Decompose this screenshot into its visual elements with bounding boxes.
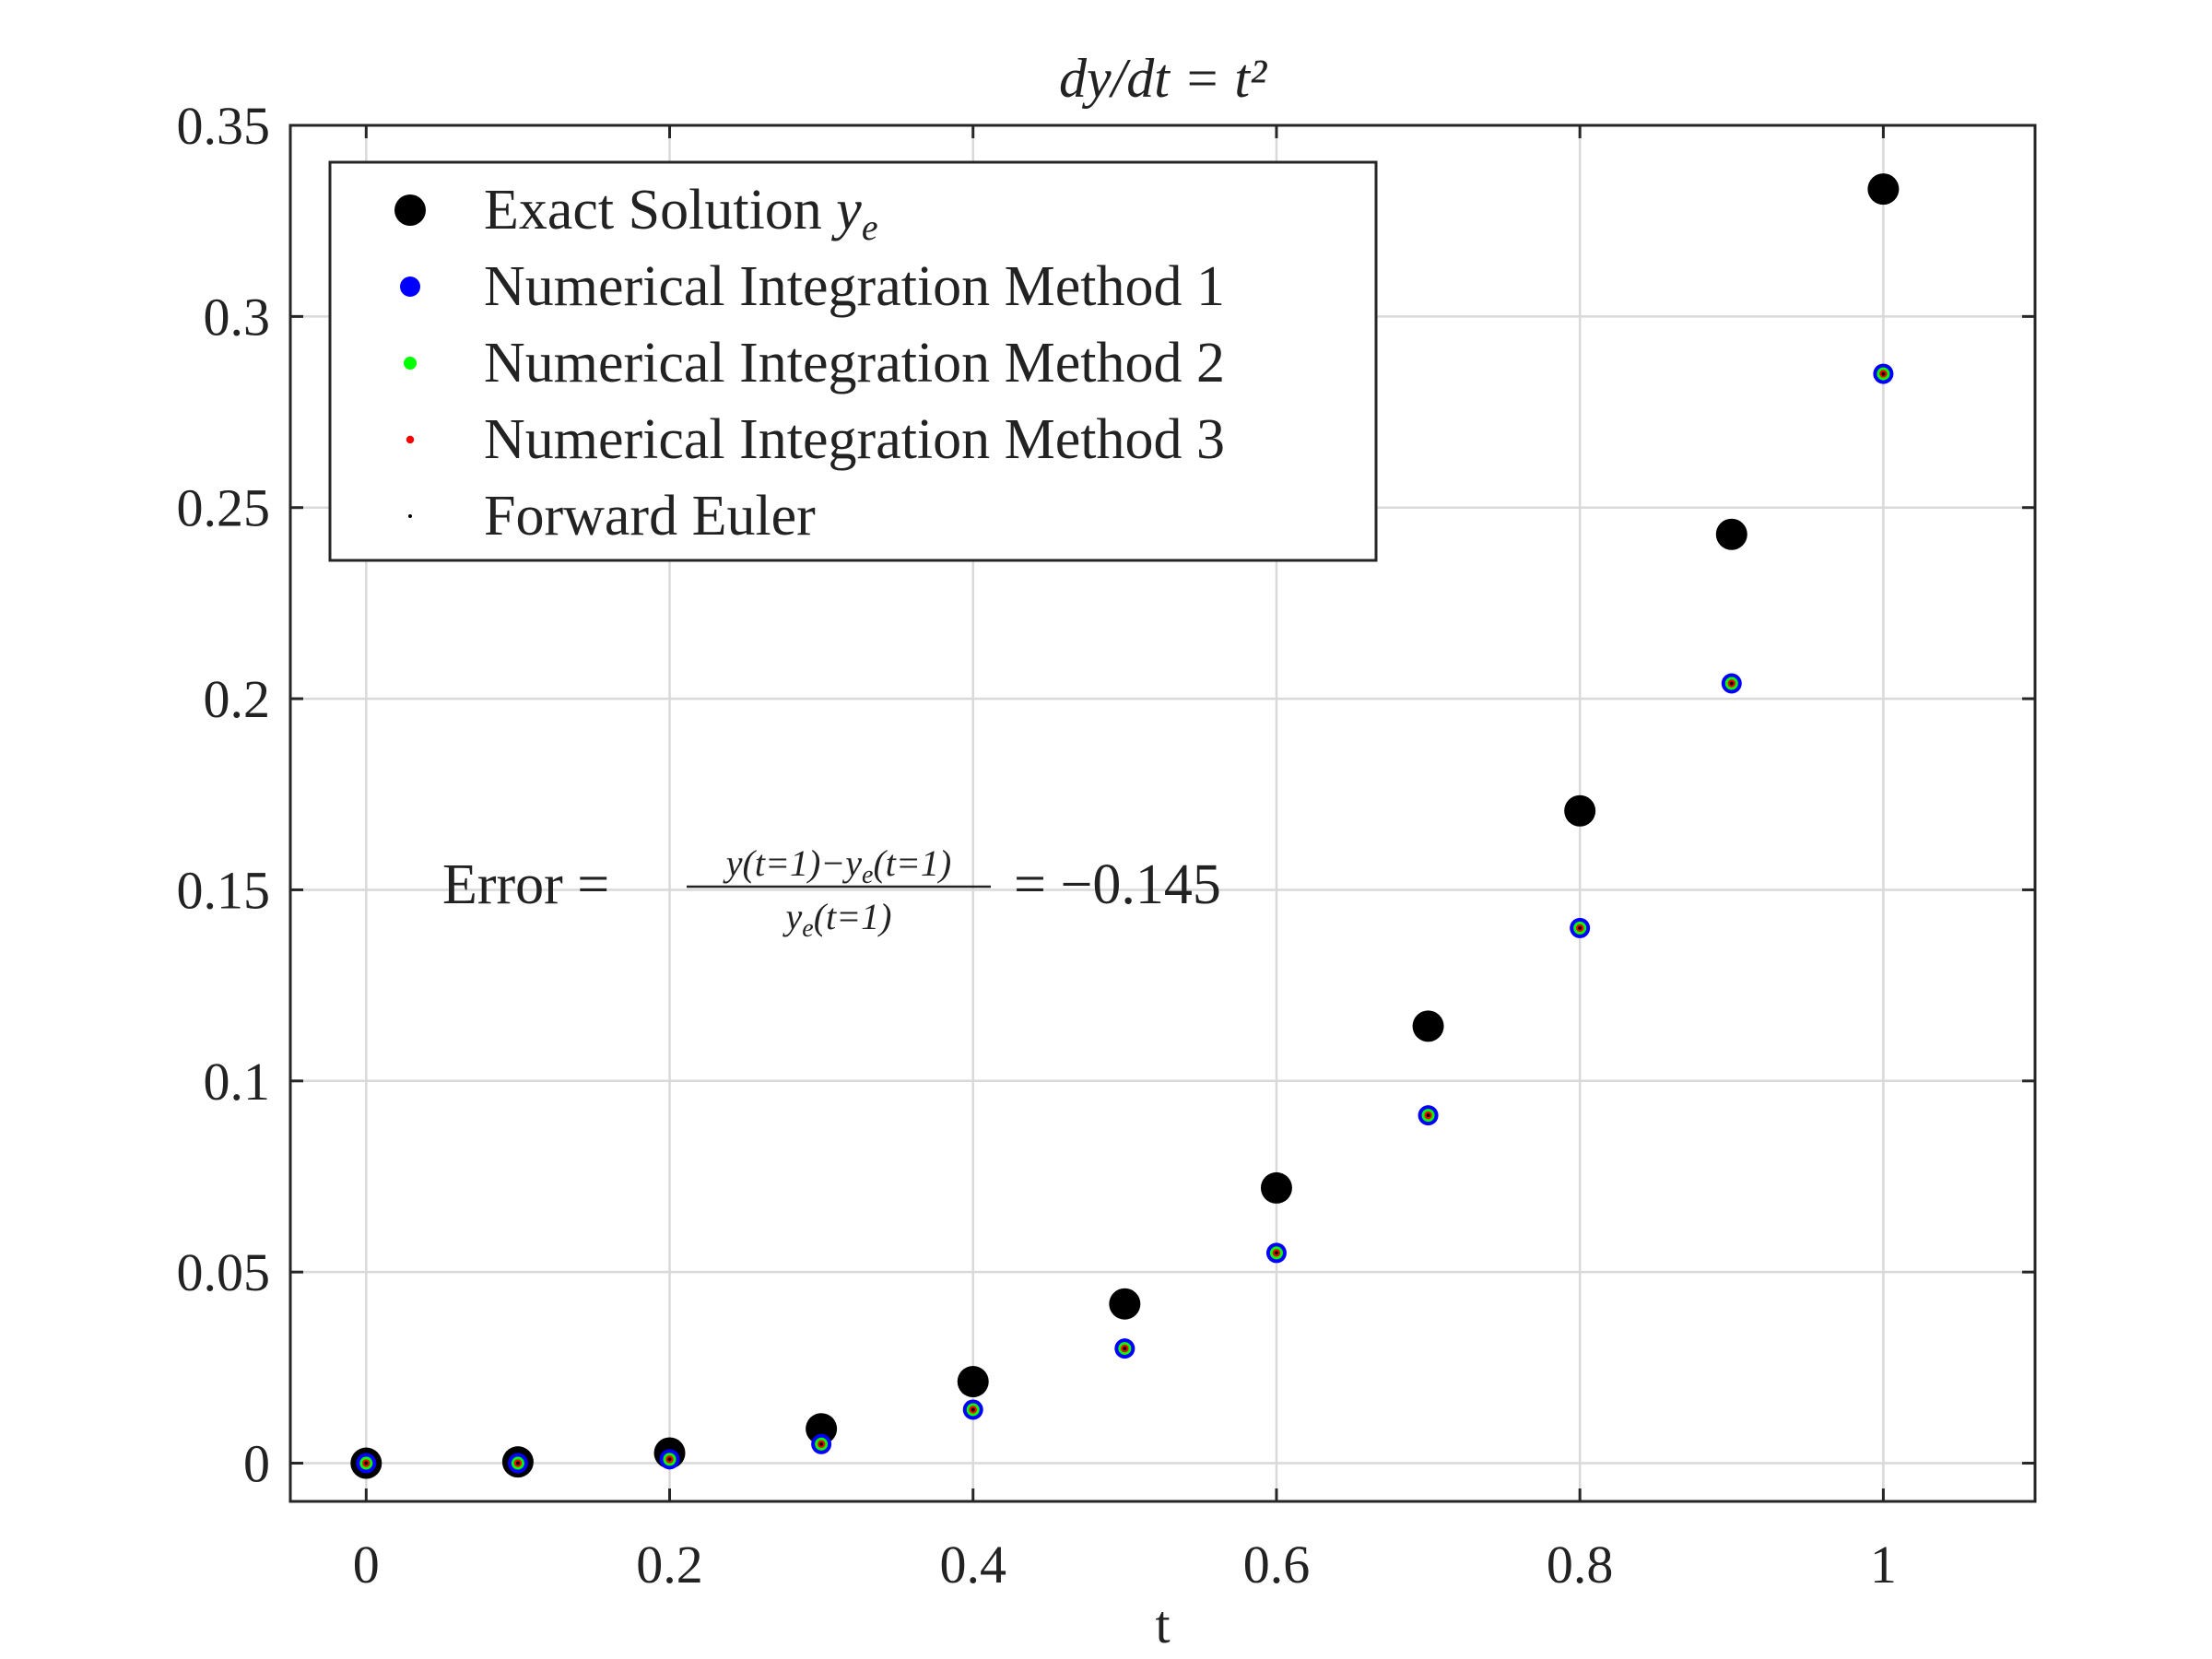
legend-label-4: Numerical Integration Method 3: [484, 408, 1225, 471]
annotation-denominator: ye(t=1): [782, 896, 892, 943]
legend-marker-1: [394, 194, 426, 226]
legend-marker-4: [406, 435, 415, 444]
legend-label-5: Forward Euler: [484, 485, 816, 547]
y-tick-label: 0.15: [177, 860, 271, 920]
legend-label-3: Numerical Integration Method 2: [484, 332, 1225, 394]
point-series-1: [1260, 1171, 1292, 1204]
x-axis-label: t: [1155, 1594, 1170, 1654]
legend-marker-5: [408, 514, 412, 518]
point-series-5: [1274, 1251, 1278, 1255]
annotation-numerator: y(t=1)−ye(t=1): [723, 842, 951, 889]
legend-label-1: Exact Solution ye: [484, 179, 878, 248]
point-series-5: [515, 1461, 520, 1465]
point-series-5: [364, 1461, 369, 1465]
point-series-1: [1412, 1010, 1444, 1042]
chart-title: dy/dt = t²: [1059, 48, 1267, 109]
point-series-1: [1867, 173, 1900, 206]
data-points: [350, 173, 1900, 1479]
point-series-5: [1881, 371, 1886, 376]
annotation-prefix: Error =: [442, 853, 609, 916]
point-series-5: [667, 1457, 672, 1462]
y-tick-label: 0.2: [204, 669, 271, 729]
legend-marker-2: [400, 276, 420, 297]
point-series-1: [806, 1413, 838, 1445]
legend-label-2: Numerical Integration Method 1: [484, 255, 1225, 318]
y-tick-label: 0.3: [204, 287, 271, 347]
point-series-5: [971, 1407, 975, 1412]
x-tick-label: 0.4: [939, 1535, 1006, 1594]
point-series-5: [1426, 1113, 1430, 1118]
y-tick-label: 0: [243, 1434, 270, 1494]
annotation-suffix: = −0.145: [1014, 853, 1221, 916]
point-series-1: [957, 1366, 989, 1398]
tick-labels: 0 0.2 0.4 0.6 0.8 1 0 0.05 0.1 0.15 0.2 0.25 0.3 0.35: [177, 96, 1897, 1594]
x-tick-label: 1: [1870, 1535, 1897, 1594]
point-series-1: [1564, 794, 1596, 827]
point-series-5: [1578, 925, 1583, 930]
legend-marker-3: [404, 357, 417, 370]
legend-box: [328, 160, 1378, 562]
point-series-1: [1715, 518, 1747, 550]
point-series-5: [1729, 681, 1734, 686]
point-series-1: [1109, 1288, 1141, 1320]
y-tick-label: 0.05: [177, 1242, 271, 1302]
plot-frame: [288, 124, 2037, 1503]
x-tick-label: 0.2: [636, 1535, 703, 1594]
x-tick-label: 0: [353, 1535, 380, 1594]
error-annotation: Error = y(t=1)−ye(t=1) ye(t=1) = −0.145: [442, 842, 1221, 943]
y-tick-label: 0.25: [177, 478, 271, 538]
point-series-5: [1123, 1347, 1127, 1351]
point-series-5: [819, 1441, 824, 1446]
y-tick-label: 0.35: [177, 96, 271, 156]
x-tick-label: 0.8: [1547, 1535, 1614, 1594]
x-tick-label: 0.6: [1243, 1535, 1311, 1594]
y-tick-label: 0.1: [204, 1052, 271, 1112]
legend: Exact Solution ye Numerical Integration M…: [328, 160, 1378, 562]
